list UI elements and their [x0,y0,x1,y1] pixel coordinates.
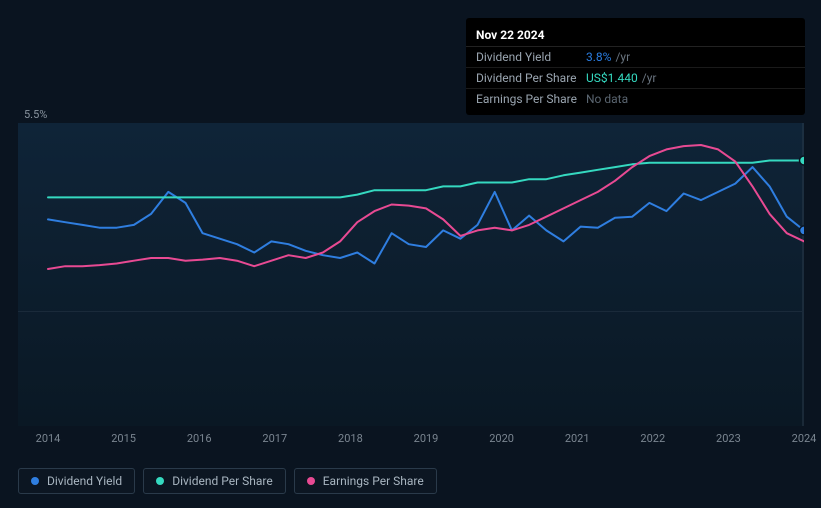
x-tick-label: 2022 [640,432,665,445]
legend-item[interactable]: Dividend Per Share [143,468,286,494]
legend-dot-icon [307,477,315,485]
legend-item-label: Dividend Yield [47,474,122,488]
x-tick-label: 2020 [489,432,514,445]
tooltip-title: Nov 22 2024 [466,24,805,47]
x-tick-label: 2018 [338,432,363,445]
tooltip-row-label: Dividend Yield [476,50,586,64]
tooltip-box: Nov 22 2024 Dividend Yield3.8%/yrDividen… [466,18,805,115]
x-tick-label: 2014 [36,432,61,445]
tooltip-row-value: US$1.440 [586,71,638,85]
tooltip-row: Dividend Per ShareUS$1.440/yr [466,68,805,89]
legend-item[interactable]: Dividend Yield [18,468,135,494]
x-tick-label: 2021 [565,432,590,445]
x-tick-label: 2024 [792,432,817,445]
x-axis: 2014 2015 2016 2017 2018 2019 2020 2021 2022 2023… [18,432,804,452]
chart-container: Nov 22 2024 Dividend Yield3.8%/yrDividen… [0,0,821,508]
tooltip-row: Dividend Yield3.8% /yr [466,47,805,68]
legend-item-label: Earnings Per Share [323,474,424,488]
tooltip-row-value: 3.8% [586,50,611,64]
legend-item[interactable]: Earnings Per Share [294,468,437,494]
legend-dot-icon [31,477,39,485]
x-tick-label: 2023 [716,432,741,445]
x-tick-label: 2016 [187,432,212,445]
chart-plot-area [18,108,804,426]
x-tick-label: 2017 [262,432,287,445]
x-tick-label: 2015 [111,432,136,445]
legend-dot-icon [156,477,164,485]
tooltip-row-label: Earnings Per Share [476,92,586,106]
tooltip-row-unit: /yr [642,71,657,85]
x-tick-label: 2019 [414,432,439,445]
tooltip-row-label: Dividend Per Share [476,71,586,85]
tooltip-row-value: No data [586,92,628,106]
tooltip-row-unit: /yr [615,50,630,64]
tooltip-row: Earnings Per ShareNo data [466,89,805,109]
legend: Dividend Yield Dividend Per Share Earnings… [18,468,437,494]
legend-item-label: Dividend Per Share [172,474,273,488]
